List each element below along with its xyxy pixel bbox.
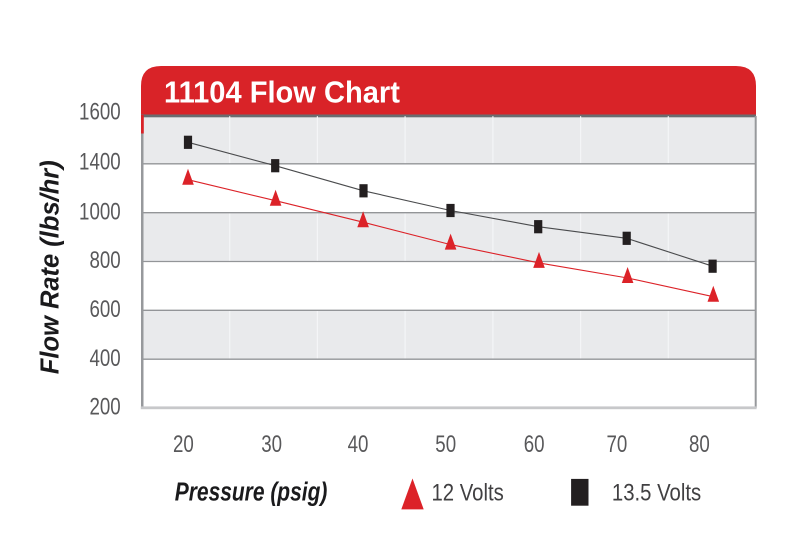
svg-text:1600: 1600 bbox=[79, 98, 121, 125]
svg-text:40: 40 bbox=[348, 431, 369, 458]
svg-text:11104 Flow Chart: 11104 Flow Chart bbox=[164, 76, 400, 110]
svg-text:70: 70 bbox=[606, 431, 627, 458]
svg-text:Flow Rate (lbs/hr): Flow Rate (lbs/hr) bbox=[37, 160, 65, 374]
svg-text:30: 30 bbox=[261, 431, 282, 458]
svg-text:80: 80 bbox=[689, 431, 710, 458]
svg-text:13.5 Volts: 13.5 Volts bbox=[612, 479, 701, 506]
svg-text:Pressure (psig): Pressure (psig) bbox=[175, 478, 328, 507]
svg-text:50: 50 bbox=[435, 431, 456, 458]
svg-text:1400: 1400 bbox=[79, 148, 121, 175]
svg-text:60: 60 bbox=[524, 431, 545, 458]
svg-text:800: 800 bbox=[89, 247, 120, 274]
svg-text:200: 200 bbox=[89, 394, 120, 421]
svg-text:400: 400 bbox=[89, 345, 120, 372]
svg-text:600: 600 bbox=[89, 296, 120, 323]
svg-text:20: 20 bbox=[173, 431, 194, 458]
svg-text:12 Volts: 12 Volts bbox=[432, 479, 504, 506]
svg-text:1000: 1000 bbox=[79, 198, 121, 225]
